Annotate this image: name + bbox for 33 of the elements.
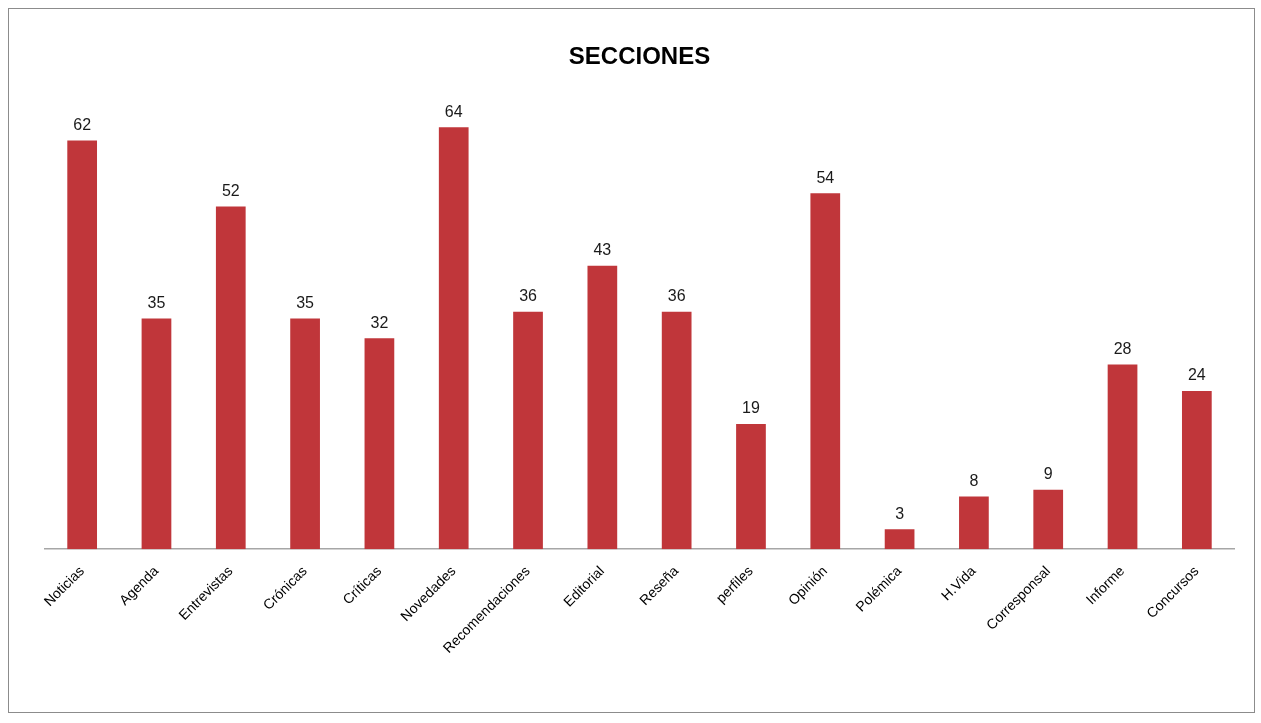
bar (1181, 390, 1212, 550)
bar (959, 496, 989, 550)
bar (884, 529, 915, 550)
data-label: 3 (895, 504, 905, 522)
bar (810, 193, 841, 550)
data-label: 35 (296, 293, 315, 311)
data-label: 8 (969, 471, 979, 489)
bar (438, 127, 469, 550)
bar (290, 318, 320, 550)
data-label: 62 (73, 115, 92, 133)
bar (67, 140, 98, 550)
bar (1033, 489, 1064, 550)
data-label: 28 (1113, 340, 1132, 357)
data-label: 43 (593, 241, 612, 259)
bar (1107, 364, 1138, 550)
data-label: 52 (221, 181, 240, 199)
chart-title: SECCIONES (568, 42, 711, 70)
bar (587, 265, 618, 550)
data-label: 54 (816, 168, 835, 186)
bar (736, 423, 766, 550)
bar (513, 311, 543, 550)
bar (364, 338, 395, 550)
data-label: 36 (667, 287, 686, 305)
data-label: 36 (519, 287, 538, 305)
bar (661, 311, 692, 550)
bar (215, 206, 246, 550)
data-label: 9 (1043, 465, 1053, 483)
data-label: 35 (147, 293, 166, 311)
data-label: 19 (742, 399, 760, 417)
data-label: 24 (1187, 366, 1206, 384)
data-label: 32 (370, 313, 389, 331)
bar (141, 318, 172, 550)
data-label: 64 (444, 102, 463, 120)
